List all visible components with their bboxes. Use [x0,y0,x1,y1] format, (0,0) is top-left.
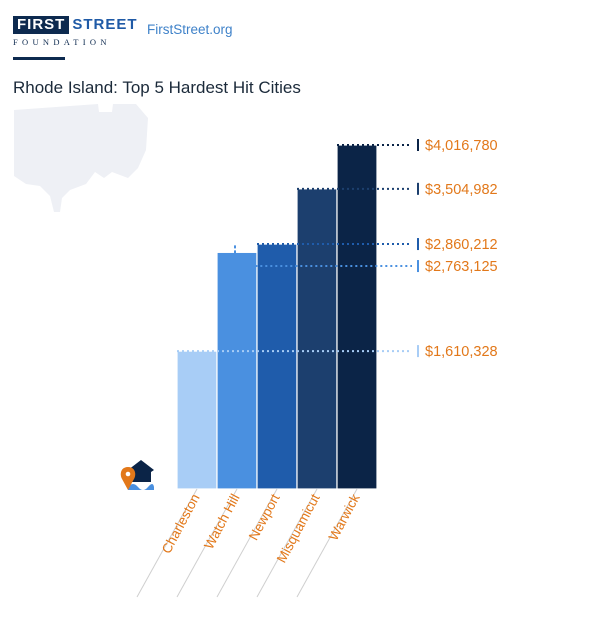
title-rule [13,57,65,60]
value-label: $1,610,328 [425,344,498,360]
logo-first: FIRST [13,16,70,34]
category-guide [176,488,238,598]
chart-title: Rhode Island: Top 5 Hardest Hit Cities [13,78,301,97]
value-label: $2,763,125 [425,259,498,275]
category-label: Watch Hill [201,491,243,551]
value-marker [417,260,419,273]
logo-foundation: FOUNDATION [13,37,111,47]
category-guide [216,488,278,598]
category-label: Charleston [159,491,203,556]
bar-charleston [176,350,218,490]
category-guide [136,488,198,598]
category-label: Warwick [326,491,363,543]
logo-wordmark: FIRST STREET [13,16,137,34]
bar-newport [256,243,298,490]
value-marker [417,238,419,251]
bar-misquamicut [296,188,338,490]
house-flood-pin-icon [120,460,154,490]
value-label: $2,860,212 [425,237,498,253]
value-marker [417,345,419,358]
value-label: $3,504,982 [425,182,498,198]
logo-street: STREET [72,16,138,33]
rhode-island-map-icon [14,104,148,212]
bar-warwick [336,144,378,490]
value-marker [417,139,419,151]
bar-watch-hill [216,251,258,490]
category-guide [296,488,358,598]
value-label: $4,016,780 [425,138,498,154]
brand-logo: FIRST STREET FOUNDATION [13,16,137,47]
leader-line [234,244,412,268]
site-link[interactable]: FirstStreet.org [147,22,233,37]
category-label: Newport [246,491,283,543]
category-label: Misquamicut [274,491,323,565]
value-marker [417,182,419,195]
category-guide [256,488,318,598]
